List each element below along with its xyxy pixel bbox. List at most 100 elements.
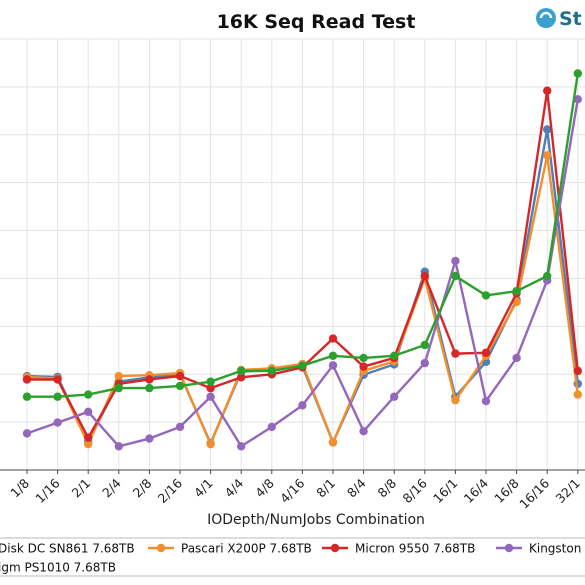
x-tick-label: 16/1	[430, 476, 460, 506]
data-point	[451, 256, 460, 266]
x-tick-label: 16/4	[461, 475, 491, 505]
legend-marker	[330, 543, 340, 553]
data-point	[237, 442, 246, 451]
x-tick-label: 1/8	[7, 475, 32, 500]
data-point	[481, 348, 491, 357]
data-point	[328, 334, 338, 343]
legend-item: Disk DC SN861 7.68TB	[0, 542, 135, 556]
data-point	[298, 361, 307, 370]
data-point	[206, 439, 215, 449]
x-tick-label: 8/8	[374, 475, 399, 500]
legend-marker	[504, 543, 514, 553]
data-point	[145, 383, 154, 393]
data-point	[114, 371, 124, 381]
data-point	[481, 396, 491, 406]
data-point	[573, 390, 582, 399]
data-point	[573, 69, 582, 78]
legend-label: Kingston	[529, 542, 581, 556]
legend-label: Micron 9550 7.68TB	[355, 542, 475, 556]
data-point	[237, 366, 246, 376]
data-point	[481, 291, 491, 300]
logo-icon	[536, 8, 556, 28]
data-point	[267, 366, 276, 376]
x-tick-label: 2/1	[68, 476, 93, 501]
data-point	[543, 125, 552, 134]
x-axis-label: IODepth/NumJobs Combination	[207, 512, 425, 528]
data-point	[267, 422, 276, 432]
logo-text: St	[559, 8, 582, 30]
data-point	[359, 427, 368, 436]
legend-item: Kingston	[496, 542, 581, 556]
x-tick-label: 2/8	[130, 475, 155, 500]
data-point	[114, 442, 124, 451]
legend-label: igm PS1010 7.68TB	[0, 561, 116, 575]
data-point	[206, 392, 215, 401]
x-tick-label: 4/1	[191, 476, 216, 501]
data-point	[543, 86, 552, 95]
legend-item: igm PS1010 7.68TB	[0, 561, 116, 575]
data-point	[84, 433, 93, 442]
series-group	[22, 69, 582, 451]
data-point	[359, 353, 368, 363]
data-point	[114, 383, 124, 393]
data-point	[206, 383, 215, 393]
data-point	[543, 271, 552, 281]
x-tick-label: 8/1	[313, 476, 338, 501]
data-point	[298, 401, 307, 410]
data-point	[237, 373, 246, 382]
legend-item: Micron 9550 7.68TB	[322, 542, 475, 556]
x-tick-label: 2/4	[99, 475, 124, 500]
brand-logo: St	[536, 8, 582, 30]
grid	[0, 38, 585, 471]
data-point	[390, 392, 399, 401]
logo-icon-arc	[539, 11, 553, 19]
legend-marker	[156, 543, 166, 553]
data-point	[543, 151, 552, 160]
x-tick-label: 32/1	[552, 476, 582, 506]
data-point	[84, 439, 93, 449]
x-tick-label: 4/4	[221, 475, 246, 500]
data-point	[512, 353, 521, 363]
data-point	[53, 392, 62, 401]
data-point	[451, 349, 460, 358]
data-point	[175, 422, 185, 432]
legend-label: Disk DC SN861 7.68TB	[0, 542, 135, 556]
legend: Disk DC SN861 7.68TB Pascari X200P 7.68TB…	[0, 542, 581, 575]
data-point	[206, 377, 215, 386]
x-tick-labels: 1/8 1/16 2/1 2/4 2/8 2/16 4/1 4/4 4/8 4/16 8/1 8/4 8…	[7, 470, 583, 512]
data-point	[359, 362, 368, 371]
data-point	[420, 271, 429, 281]
legend-label: Pascari X200P 7.68TB	[181, 542, 312, 556]
data-point	[84, 407, 93, 417]
data-point	[451, 395, 460, 405]
data-point	[22, 392, 32, 401]
data-point	[573, 366, 582, 376]
data-point	[328, 351, 338, 360]
chart-title: 16K Seq Read Test	[217, 11, 416, 33]
data-point	[145, 375, 154, 384]
x-tick-label: 16/16	[516, 475, 552, 511]
x-tick-label: 8/16	[399, 475, 429, 505]
data-point	[328, 438, 338, 447]
data-point	[84, 390, 93, 399]
data-point	[175, 381, 185, 391]
x-tick-label: 4/8	[252, 475, 277, 500]
series-kingston	[22, 95, 582, 451]
data-point	[573, 95, 582, 104]
data-point	[328, 361, 338, 370]
data-point	[22, 429, 32, 438]
data-point	[175, 371, 185, 381]
data-point	[53, 375, 62, 384]
series-phison-pascari-solidigm-ps1010-7-68tb	[22, 69, 582, 401]
data-point	[390, 351, 399, 360]
x-tick-label: 2/16	[155, 475, 185, 505]
x-tick-label: 8/4	[344, 475, 369, 500]
data-point	[420, 340, 429, 350]
data-point	[145, 434, 154, 443]
x-tick-label: 4/16	[277, 475, 307, 505]
legend-item: Pascari X200P 7.68TB	[148, 542, 312, 556]
data-point	[22, 375, 32, 384]
x-tick-label: 1/16	[32, 475, 62, 505]
data-point	[451, 271, 460, 281]
